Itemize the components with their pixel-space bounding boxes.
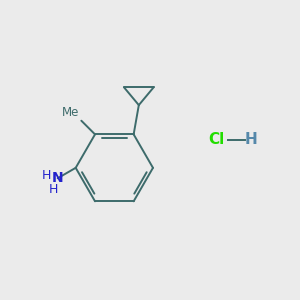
Text: H: H [42, 169, 51, 182]
Text: Me: Me [61, 106, 79, 119]
Text: Cl: Cl [209, 132, 225, 147]
Text: N: N [52, 171, 64, 185]
Text: H: H [245, 132, 257, 147]
Text: H: H [49, 183, 58, 196]
